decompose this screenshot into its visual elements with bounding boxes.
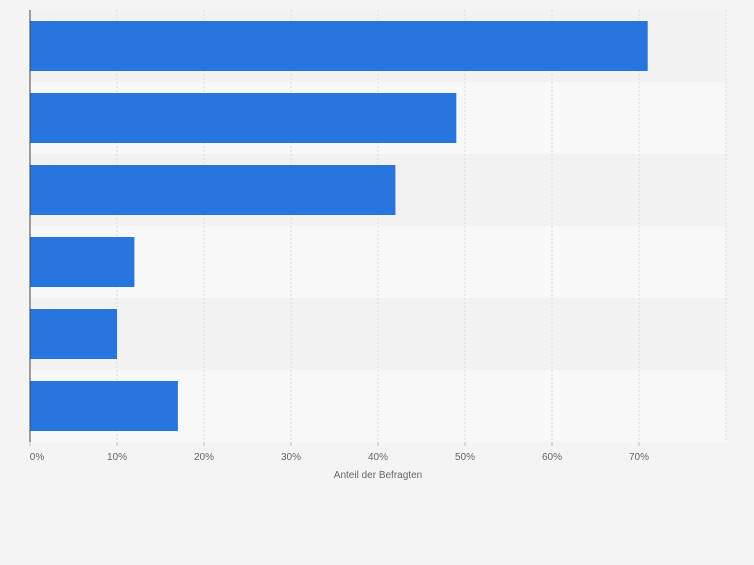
bars [30,21,648,431]
x-tick-label: 60% [542,452,562,463]
x-tick-label: 50% [455,452,475,463]
x-tick-label: 30% [281,452,301,463]
gridlines [116,10,727,442]
bar[interactable] [30,165,396,215]
bar[interactable] [30,21,648,71]
x-tick-labels: 0% 10% 20% 30% 40% 50% 60% 70% [29,442,649,463]
x-tick-label: 40% [368,452,388,463]
bar[interactable] [30,309,117,359]
x-tick-label: 70% [629,452,649,463]
bar[interactable] [30,381,178,431]
x-tick-label: 0% [30,452,45,463]
x-axis-title: Anteil der Befragten [334,470,422,481]
x-tick-label: 20% [194,452,214,463]
x-tick-label: 10% [107,452,127,463]
bar[interactable] [30,93,457,143]
bar[interactable] [30,237,135,287]
